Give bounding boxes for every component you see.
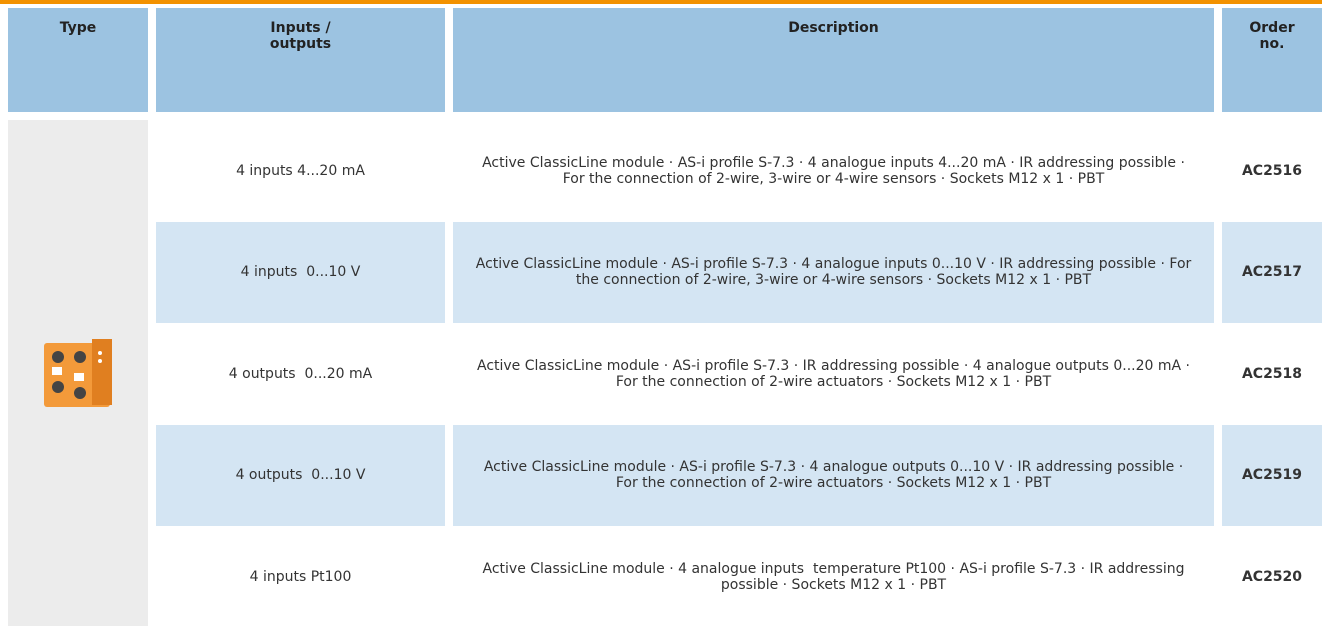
io-cell: 4 inputs 4...20 mA: [236, 162, 365, 179]
order-cell: AC2516: [1241, 162, 1303, 179]
header-cell: Inputs / outputs: [156, 8, 445, 112]
order-cell: AC2519: [1222, 424, 1322, 526]
io-cell: 4 inputs 0...10 V: [156, 221, 445, 323]
io-cell: 4 outputs 0...10 V: [156, 424, 445, 526]
top-rule: [0, 0, 1322, 4]
order-cell: AC2518: [1241, 365, 1303, 382]
io-cell: 4 inputs Pt100: [249, 568, 352, 585]
header-cell: Type: [8, 8, 148, 112]
description-cell: Active ClassicLine module · AS-i profile…: [453, 221, 1214, 323]
header-cell: Order no.: [1222, 8, 1322, 112]
description-cell: Active ClassicLine module · AS-i profile…: [476, 357, 1195, 390]
header-cell: Description: [453, 8, 1214, 112]
description-cell: Active ClassicLine module · AS-i profile…: [482, 154, 1190, 187]
io-cell: 4 outputs 0...20 mA: [228, 365, 373, 382]
type-cell: [8, 120, 148, 626]
product-image: [44, 339, 112, 407]
order-cell: AC2520: [1241, 568, 1303, 585]
order-cell: AC2517: [1222, 221, 1322, 323]
description-cell: Active ClassicLine module · 4 analogue i…: [482, 560, 1189, 593]
description-cell: Active ClassicLine module · AS-i profile…: [453, 424, 1214, 526]
